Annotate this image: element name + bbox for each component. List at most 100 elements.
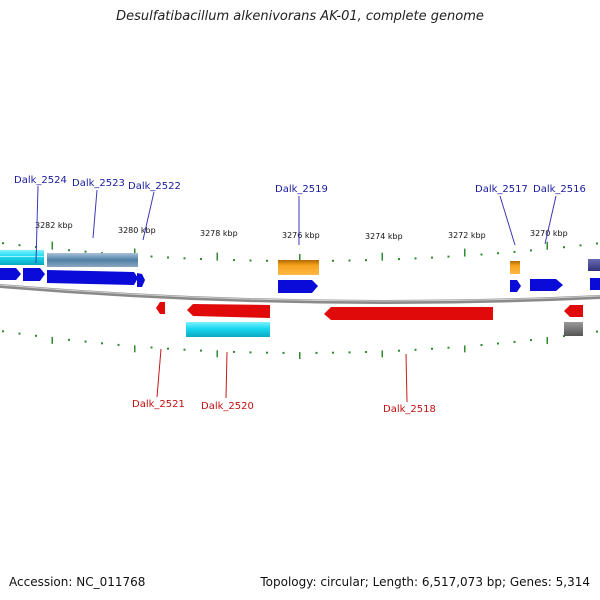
- minor-tick: [431, 256, 433, 259]
- rna-feature-2523[interactable]: [47, 253, 138, 267]
- minor-tick: [117, 343, 120, 346]
- minor-tick: [249, 259, 252, 262]
- minor-tick: [365, 351, 367, 353]
- rna-feature-2517[interactable]: [510, 261, 520, 274]
- scale-label-3280: 3280 kbp: [118, 226, 156, 235]
- minor-tick: [414, 348, 417, 351]
- gene-label-2516[interactable]: Dalk_2516: [533, 184, 586, 195]
- genome-backbone: [0, 284, 600, 305]
- minor-tick: [513, 340, 516, 343]
- major-tick: [51, 336, 53, 344]
- gene-label-2519[interactable]: Dalk_2519: [275, 184, 328, 195]
- gene-label-2520[interactable]: Dalk_2520: [201, 401, 254, 412]
- major-tick: [381, 350, 383, 358]
- gene-label-2518[interactable]: Dalk_2518: [383, 404, 436, 415]
- gene-arrow-2523[interactable]: [47, 270, 138, 285]
- minor-tick: [84, 250, 87, 253]
- gene-arrow-2525[interactable]: [0, 268, 21, 280]
- minor-tick: [414, 257, 417, 260]
- minor-tick: [200, 258, 202, 260]
- gene-arrow-2520[interactable]: [187, 304, 270, 318]
- gene-label-2524[interactable]: Dalk_2524: [14, 175, 67, 186]
- gene-arrow-2514[interactable]: [564, 305, 583, 317]
- scale-label-3272: 3272 kbp: [448, 231, 486, 240]
- minor-tick: [249, 351, 252, 354]
- gene-arrow-2518[interactable]: [324, 307, 493, 320]
- rna-feature-edge[interactable]: [588, 259, 600, 271]
- minor-tick: [332, 351, 334, 354]
- rna-feature-2520[interactable]: [186, 322, 270, 337]
- gene-arrow-2522[interactable]: [137, 273, 145, 287]
- minor-tick: [18, 332, 21, 335]
- minor-tick: [596, 330, 598, 333]
- gene-arrow-2515[interactable]: [590, 278, 600, 290]
- minor-tick: [266, 351, 268, 354]
- minor-tick: [2, 330, 4, 333]
- gene-arrow-2517[interactable]: [510, 280, 521, 292]
- scale-label-3270: 3270 kbp: [530, 229, 568, 238]
- minor-tick: [35, 334, 37, 337]
- major-tick: [299, 352, 301, 359]
- major-tick: [134, 345, 136, 353]
- minor-tick: [101, 342, 103, 345]
- minor-tick: [398, 349, 400, 352]
- minor-tick: [480, 253, 483, 256]
- reverse-features: [156, 302, 583, 337]
- rna-feature-2519[interactable]: [278, 260, 319, 275]
- reverse-strand-ticks: [2, 330, 598, 359]
- minor-tick: [348, 351, 351, 354]
- minor-tick: [282, 351, 285, 354]
- major-tick: [546, 337, 548, 345]
- minor-tick: [167, 256, 169, 259]
- minor-tick: [563, 335, 565, 338]
- minor-tick: [183, 257, 186, 260]
- major-tick: [134, 248, 136, 257]
- minor-tick: [563, 246, 565, 249]
- gene-arrow-2516[interactable]: [530, 279, 563, 291]
- minor-tick: [480, 344, 483, 346]
- minor-tick: [332, 259, 334, 262]
- genome-summary-text: Topology: circular; Length: 6,517,073 bp…: [260, 575, 590, 589]
- minor-tick: [233, 350, 235, 353]
- forward-features: [0, 250, 600, 293]
- scale-label-3274: 3274 kbp: [365, 232, 403, 241]
- minor-tick: [447, 346, 450, 349]
- gene-label-2522[interactable]: Dalk_2522: [128, 181, 181, 192]
- major-tick: [216, 252, 218, 261]
- scale-label-3282: 3282 kbp: [35, 221, 73, 230]
- minor-tick: [150, 255, 153, 258]
- gene-arrow-2521[interactable]: [156, 302, 165, 314]
- gene-arrow-2519[interactable]: [278, 280, 318, 293]
- major-tick: [299, 254, 301, 262]
- minor-tick: [497, 342, 499, 345]
- minor-tick: [530, 249, 532, 252]
- minor-tick: [348, 259, 351, 262]
- major-tick: [381, 252, 383, 261]
- reverse-gene-labels: Dalk_2521 Dalk_2520 Dalk_2518: [132, 399, 436, 415]
- gene-label-2517[interactable]: Dalk_2517: [475, 184, 528, 195]
- map-title: Desulfatibacillum alkenivorans AK-01, co…: [116, 9, 484, 24]
- minor-tick: [183, 348, 186, 351]
- gene-label-2523[interactable]: Dalk_2523: [72, 178, 125, 189]
- scale-label-3278: 3278 kbp: [200, 229, 238, 238]
- minor-tick: [513, 250, 516, 253]
- minor-tick: [266, 259, 268, 262]
- rna-feature-reverse-edge[interactable]: [564, 322, 583, 336]
- gene-arrow-2524[interactable]: [23, 268, 45, 281]
- major-tick: [464, 345, 466, 353]
- major-tick: [464, 248, 466, 257]
- major-tick: [546, 241, 548, 250]
- minor-tick: [167, 347, 169, 350]
- reverse-label-leaders: [156, 348, 408, 403]
- major-tick: [216, 350, 218, 358]
- rna-feature-2524[interactable]: [0, 250, 44, 265]
- minor-tick: [68, 249, 70, 252]
- gene-label-2521[interactable]: Dalk_2521: [132, 399, 185, 410]
- minor-tick: [530, 339, 532, 342]
- minor-tick: [84, 340, 87, 343]
- minor-tick: [315, 351, 318, 354]
- minor-tick: [2, 242, 4, 245]
- accession-text: Accession: NC_011768: [9, 575, 146, 589]
- minor-tick: [497, 252, 499, 255]
- minor-tick: [596, 242, 598, 245]
